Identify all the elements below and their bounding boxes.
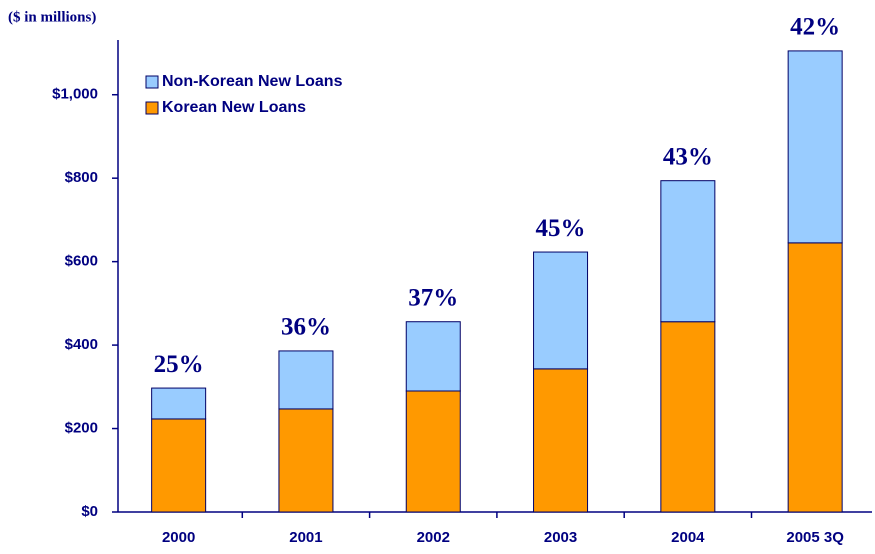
bar-annotation: 37% [408,284,458,311]
y-tick-label: $400 [65,336,98,353]
bar-annotation: 25% [154,351,204,378]
x-tick-label: 2005 3Q [786,529,844,546]
bar-annotation: 45% [536,215,586,242]
bar-segment [533,251,589,370]
legend-swatch [145,101,159,115]
y-tick-label: $0 [81,503,98,520]
legend-label: Korean New Loans [162,99,306,116]
x-tick-label: 2003 [544,529,577,546]
x-tick-label: 2000 [162,529,195,546]
bar-segment [278,350,334,410]
bar-segment [405,321,461,392]
bar-segment [660,180,716,323]
bar-segment [660,321,716,513]
bar-annotation: 36% [281,314,331,341]
y-tick-label: $600 [65,253,98,270]
chart-title: ($ in millions) [8,9,96,25]
bar-annotation: 42% [790,14,840,41]
bar-segment [151,387,207,420]
bar-segment [405,390,461,513]
x-tick-label: 2002 [417,529,450,546]
bar-segment [787,50,843,244]
y-tick-label: $800 [65,169,98,186]
x-tick-label: 2001 [289,529,322,546]
bar-segment [278,408,334,513]
legend-swatch [145,75,159,89]
bar-annotation: 43% [663,143,713,170]
legend-label: Non-Korean New Loans [162,73,343,90]
y-tick-label: $200 [65,420,98,437]
x-tick-label: 2004 [671,529,705,546]
bar-segment [151,418,207,513]
y-tick-label: $1,000 [52,86,98,103]
bar-segment [787,242,843,513]
bar-segment [533,368,589,513]
